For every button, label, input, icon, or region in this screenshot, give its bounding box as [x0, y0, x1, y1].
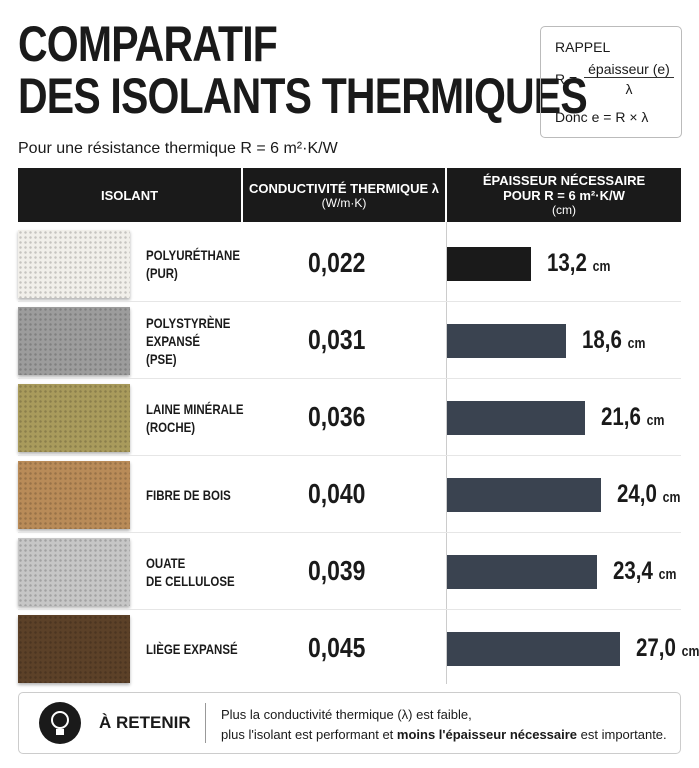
- header-text: (W/m·K): [321, 195, 367, 210]
- header-text: ISOLANT: [100, 187, 159, 203]
- header-cell: CONDUCTIVITÉ THERMIQUE λ (W/m·K): [243, 168, 445, 222]
- title-line: COMPARATIF: [18, 16, 278, 72]
- bar: [447, 246, 532, 281]
- bulb-icon: [39, 702, 81, 744]
- reminder-title: RAPPEL: [555, 39, 611, 55]
- material-name: OUATE DE CELLULOSE: [146, 554, 235, 590]
- bar: [447, 554, 597, 589]
- conductivity: 0,045: [308, 631, 366, 663]
- row-separator: [18, 301, 681, 302]
- name-line: (PUR): [146, 264, 178, 281]
- name-line: POLYSTYRÈNE: [146, 314, 231, 331]
- takeaway-box: À RETENIR Plus la conductivité thermique…: [18, 692, 681, 754]
- material-name: LAINE MINÉRALE (ROCHE): [146, 400, 244, 436]
- material-name: LIÈGE EXPANSÉ: [146, 640, 238, 658]
- header-text: POUR R = 6 m²·K/W: [503, 188, 625, 203]
- thickness-label: 24,0 cm: [617, 480, 680, 509]
- thickness-label: 13,2 cm: [547, 249, 610, 278]
- name-line: (PSE): [146, 350, 177, 367]
- header-cell: ISOLANT: [18, 168, 241, 222]
- text-line: Plus la conductivité thermique (λ) est f…: [221, 707, 472, 722]
- unit: cm: [681, 642, 699, 660]
- formula-denominator: λ: [625, 81, 633, 97]
- unit: cm: [662, 488, 680, 506]
- header-text: ÉPAISSEUR NÉCESSAIRE: [482, 173, 646, 188]
- material-image: [18, 383, 130, 452]
- unit: cm: [658, 565, 677, 583]
- material-image: [18, 614, 130, 683]
- text: est importante.: [577, 727, 667, 742]
- formula-lhs: R =: [555, 71, 578, 87]
- material-image: [18, 306, 130, 375]
- text: plus l'isolant est performant et: [221, 727, 397, 742]
- name-line: FIBRE DE BOIS: [146, 486, 231, 503]
- conductivity: 0,040: [308, 477, 366, 509]
- bar: [447, 323, 567, 358]
- title-line: DES ISOLANTS THERMIQUES: [18, 68, 588, 124]
- header-text: (cm): [552, 203, 576, 217]
- conductivity: 0,022: [308, 246, 366, 278]
- name-line: OUATE: [146, 554, 186, 571]
- value: 21,6: [601, 402, 642, 431]
- value: 18,6: [582, 325, 622, 354]
- row-separator: [18, 455, 681, 456]
- row-separator: [18, 378, 681, 379]
- takeaway-title: À RETENIR: [99, 713, 191, 732]
- unit: cm: [627, 334, 646, 352]
- unit: cm: [646, 411, 665, 429]
- thickness-label: 23,4 cm: [613, 557, 676, 586]
- conductivity: 0,031: [308, 323, 366, 355]
- value: 23,4: [612, 556, 653, 585]
- conductivity: 0,036: [308, 400, 366, 432]
- takeaway-text: Plus la conductivité thermique (λ) est f…: [221, 705, 667, 745]
- name-line: LAINE MINÉRALE: [146, 400, 244, 417]
- bar: [447, 477, 601, 512]
- value: 13,2: [547, 248, 588, 277]
- formula-numerator: épaisseur (e): [584, 61, 674, 78]
- name-line: POLYURÉTHANE: [146, 246, 240, 263]
- thickness-label: 21,6 cm: [601, 403, 664, 432]
- value: 24,0: [616, 479, 657, 508]
- thickness-label: 18,6 cm: [582, 326, 645, 355]
- text-line: plus l'isolant est performant et moins l…: [221, 725, 667, 745]
- reminder-box: RAPPEL R = épaisseur (e) λ Donc e = R × …: [540, 26, 682, 138]
- bar: [447, 631, 620, 666]
- row-separator: [18, 609, 681, 610]
- header-cell: ÉPAISSEUR NÉCESSAIRE POUR R = 6 m²·K/W (cm…: [447, 168, 681, 222]
- value: 27,0: [635, 633, 676, 662]
- material-image: [18, 537, 130, 606]
- formula-result: Donc e = R × λ: [555, 109, 649, 125]
- material-name: POLYURÉTHANE (PUR): [146, 246, 240, 282]
- bar: [447, 400, 586, 435]
- name-line: DE CELLULOSE: [146, 572, 235, 589]
- name-line: LIÈGE EXPANSÉ: [146, 640, 238, 657]
- column-divider: [446, 222, 447, 684]
- name-line: EXPANSÉ: [146, 332, 201, 349]
- subtitle: Pour une résistance thermique R = 6 m²·K…: [18, 140, 338, 157]
- name-line: (ROCHE): [146, 418, 196, 435]
- material-name: POLYSTYRÈNE EXPANSÉ (PSE): [146, 314, 230, 368]
- header-text: CONDUCTIVITÉ THERMIQUE λ: [249, 180, 439, 196]
- material-image: [18, 229, 130, 298]
- thickness-label: 27,0 cm: [636, 634, 699, 663]
- text-bold: moins l'épaisseur nécessaire: [396, 727, 578, 742]
- material-image: [18, 460, 130, 529]
- divider: [205, 703, 206, 743]
- material-name: FIBRE DE BOIS: [146, 486, 231, 504]
- conductivity: 0,039: [308, 554, 366, 586]
- row-separator: [18, 532, 681, 533]
- unit: cm: [593, 257, 611, 275]
